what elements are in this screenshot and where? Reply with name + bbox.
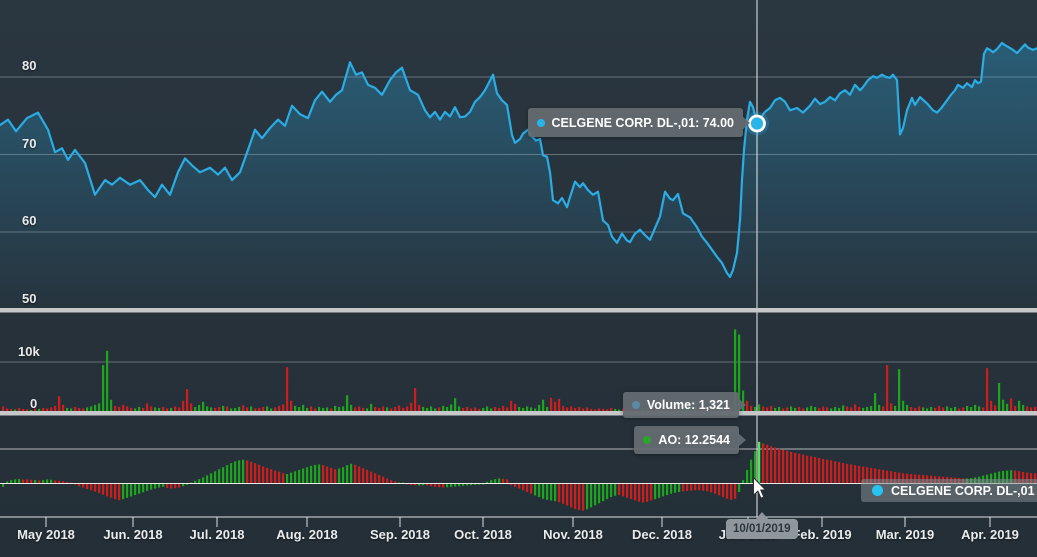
mouse-cursor-icon: [752, 477, 767, 500]
crosshair-date-label: 10/01/2019: [726, 512, 798, 539]
ao-series-dot-icon: [643, 436, 652, 444]
x-axis-label: May 2018: [17, 527, 75, 542]
x-axis-label: Dec. 2018: [632, 527, 692, 542]
x-axis-label: Sep. 2018: [370, 527, 430, 542]
x-axis-label: Apr. 2019: [961, 527, 1019, 542]
legend-chip[interactable]: CELGENE CORP. DL-,01: [861, 479, 1037, 502]
crosshair-date-text: 10/01/2019: [733, 523, 791, 535]
y-axis-label-price: 50: [22, 290, 37, 306]
price-series-dot-icon: [536, 118, 545, 127]
price-tooltip-text: CELGENE CORP. DL-,01: 74.00: [551, 115, 734, 130]
y-axis-label-volume: 0: [30, 396, 38, 411]
x-axis-label: Aug. 2018: [276, 527, 338, 542]
volume-series-dot-icon: [631, 401, 640, 409]
legend-label: CELGENE CORP. DL-,01: [891, 483, 1035, 498]
ao-tooltip-text: AO: 12.2544: [658, 433, 730, 447]
y-axis-label-price: 70: [22, 135, 37, 151]
volume-tooltip: Volume: 1,321: [622, 392, 747, 418]
legend-series-dot-icon: [872, 485, 883, 496]
y-axis-label-volume: 10k: [18, 344, 40, 359]
x-axis-label: Jul. 2018: [189, 527, 245, 542]
x-axis-label: Nov. 2018: [543, 527, 603, 542]
y-axis-label-price: 80: [22, 58, 37, 73]
y-axis-label-price: 60: [22, 213, 37, 228]
price-tooltip: CELGENE CORP. DL-,01: 74.00: [527, 108, 751, 137]
volume-tooltip-text: Volume: 1,321: [646, 398, 730, 412]
x-axis-label: Mar. 2019: [875, 527, 935, 542]
x-axis-label: Jun. 2018: [103, 527, 163, 542]
ao-tooltip: AO: 12.2544: [634, 426, 746, 454]
x-axis-label: Oct. 2018: [454, 527, 512, 542]
x-axis-label: Feb. 2019: [792, 527, 852, 542]
